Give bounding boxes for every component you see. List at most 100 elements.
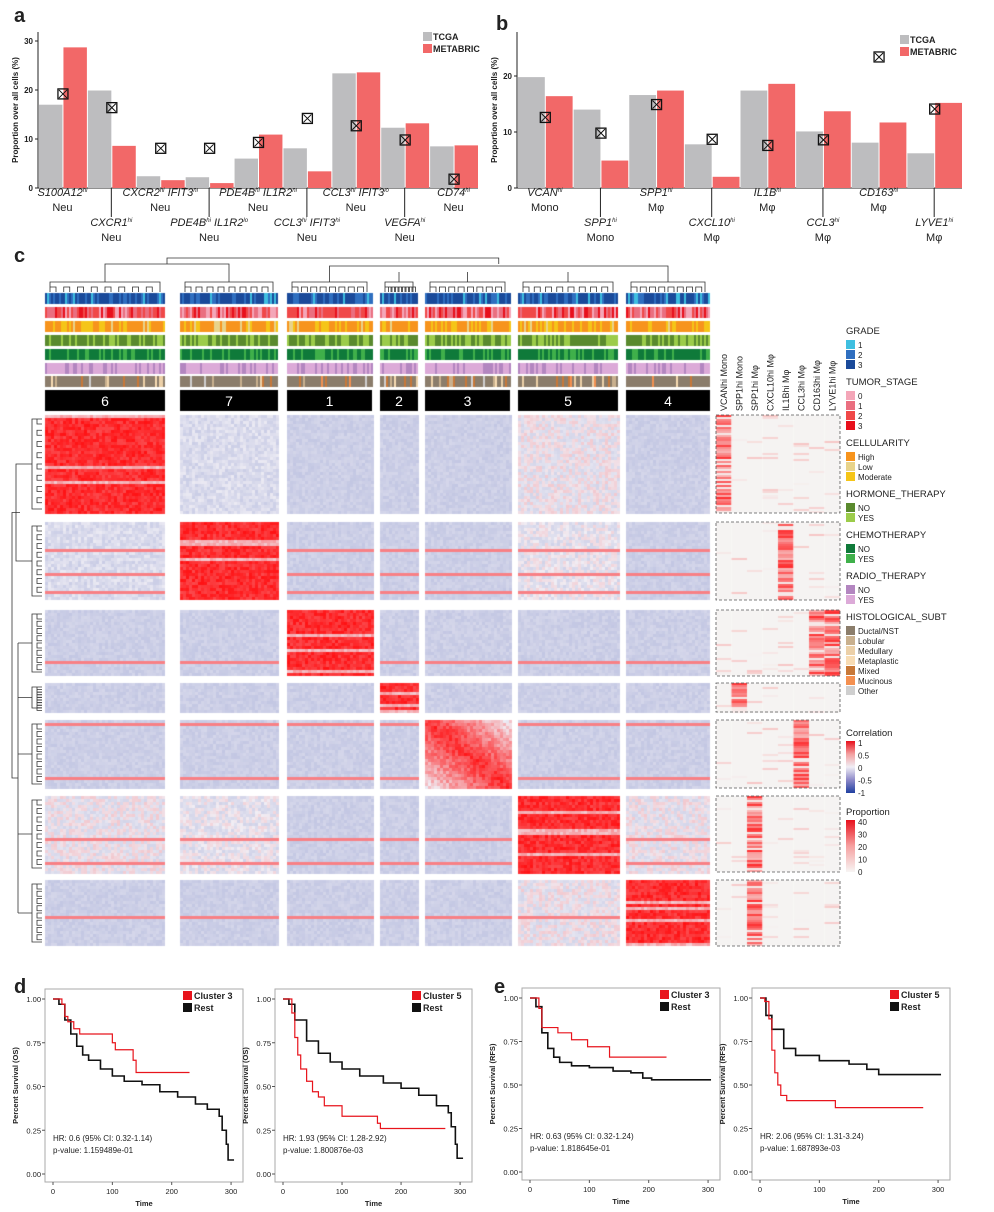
bar-tcga (684, 144, 712, 188)
bar-tcga (381, 127, 405, 188)
x-axis-label: Time (135, 1199, 152, 1208)
bar-tcga (518, 77, 545, 188)
proportion-colorbar (846, 820, 855, 872)
x-tick-label: 300 (702, 1185, 715, 1194)
bar-tcga (430, 146, 454, 188)
bar-metabric (712, 176, 740, 188)
y-tick-label: 20 (24, 86, 33, 95)
legend-swatch (846, 554, 855, 563)
legend-swatch (846, 462, 855, 471)
category-gene-label: CCL3hi IFIT3lo (323, 187, 390, 199)
legend-title: CELLULARITY (846, 438, 911, 449)
x-tick-label: 200 (872, 1185, 885, 1194)
legend-swatch (846, 676, 855, 685)
bar-metabric (823, 111, 851, 188)
legend-label: NO (858, 504, 870, 513)
p-value-text: p-value: 1.159489e-01 (53, 1146, 134, 1155)
proportion-cluster-box (715, 719, 841, 789)
y-axis-label: Proportion over all cells (%) (490, 57, 499, 163)
legend-label: Mixed (858, 667, 879, 676)
y-tick-label: 0.50 (503, 1081, 518, 1090)
crossed-box-marker-x (819, 135, 828, 145)
category-gene-label: CXCL10hi (689, 217, 736, 229)
crossed-box-marker (448, 173, 460, 185)
plot-frame (751, 987, 951, 1181)
legend-swatch (846, 411, 855, 420)
y-tick-label: 0 (508, 184, 513, 193)
bar-metabric (454, 145, 478, 188)
legend-label: YES (858, 514, 874, 523)
category-gene-label: VCANhi (527, 187, 563, 199)
legend-swatch (846, 513, 855, 522)
crossed-box-marker-x (205, 143, 214, 153)
proportion-column-label: IL1Bhi Mφ (781, 369, 791, 411)
p-value-text: p-value: 1.800876e-03 (283, 1146, 364, 1155)
legend-swatch (660, 1002, 669, 1011)
bar-tcga (573, 109, 601, 188)
legend-swatch (846, 472, 855, 481)
legend-label: Rest (194, 1003, 214, 1013)
legend-label: Other (858, 687, 878, 696)
cluster-label: 6 (101, 393, 109, 409)
legend-label: 1 (858, 341, 863, 350)
x-tick-label: 300 (225, 1187, 238, 1196)
legend-swatch (846, 544, 855, 553)
y-tick-label: 0.50 (26, 1083, 41, 1092)
top-dendrogram-branch (184, 272, 274, 292)
colorbar-tick: -1 (858, 789, 866, 798)
y-tick-label: 0.50 (256, 1083, 271, 1092)
category-cell-label: Neu (101, 232, 121, 244)
bar-tcga (39, 104, 63, 188)
colorbar-tick: 40 (858, 818, 867, 827)
colorbar-tick: 1 (858, 739, 863, 748)
legend-swatch (846, 626, 855, 635)
proportion-cluster-box (715, 682, 841, 713)
panel-label-e: e (494, 976, 505, 998)
legend-swatch (846, 401, 855, 410)
bar-tcga (332, 73, 356, 188)
legend-swatch (900, 35, 909, 44)
category-gene-label: IL1Bhi (754, 187, 782, 199)
cluster-label: 5 (564, 393, 572, 409)
proportion-cluster-box (715, 879, 841, 947)
left-dendrogram-branch (24, 723, 42, 785)
category-gene-label: PDE4Bhi IL1R2hi (219, 187, 298, 199)
p-value-text: p-value: 1.687893e-03 (760, 1144, 841, 1153)
legend-swatch (846, 340, 855, 349)
category-gene-label: SPP1hi (640, 187, 673, 199)
crossed-box-marker (155, 142, 167, 154)
cluster-label: 2 (395, 393, 403, 409)
legend-title: GRADE (846, 326, 880, 337)
crossed-box-marker-x (400, 135, 410, 145)
bar-tcga (234, 158, 258, 188)
legend-swatch (183, 991, 192, 1000)
crossed-box-marker (873, 51, 885, 63)
y-tick-label: 1.00 (256, 995, 271, 1004)
legend-swatch (846, 452, 855, 461)
category-cell-label: Neu (395, 232, 415, 244)
legend-swatch (890, 990, 899, 999)
left-dendrogram-branch (24, 418, 42, 510)
legend-label: Rest (423, 1003, 443, 1013)
x-tick-label: 0 (281, 1187, 285, 1196)
crossed-box-marker (539, 111, 551, 124)
km-curve-rest (530, 997, 712, 1081)
legend-label: Medullary (858, 647, 893, 656)
crossed-box-marker (203, 142, 216, 154)
y-tick-label: 1.00 (503, 994, 518, 1003)
cluster-label: 1 (326, 393, 334, 409)
km-curve-cluster (53, 998, 190, 1074)
x-tick-label: 300 (454, 1187, 467, 1196)
crossed-box-marker-x (107, 103, 117, 112)
top-dendrogram-root (104, 257, 669, 272)
crossed-box-marker-x (303, 114, 312, 123)
y-tick-label: 0 (29, 184, 34, 193)
crossed-box-marker (595, 127, 607, 139)
hazard-ratio-text: HR: 2.06 (95% CI: 1.31-3.24) (760, 1132, 864, 1141)
y-tick-label: 0.00 (256, 1170, 271, 1179)
km-curve-rest (283, 998, 464, 1160)
legend-swatch (412, 1003, 421, 1012)
y-tick-label: 0.75 (503, 1038, 518, 1047)
legend-label: Moderate (858, 473, 892, 482)
proportion-column-label: CXCL10hi Mφ (766, 354, 776, 411)
